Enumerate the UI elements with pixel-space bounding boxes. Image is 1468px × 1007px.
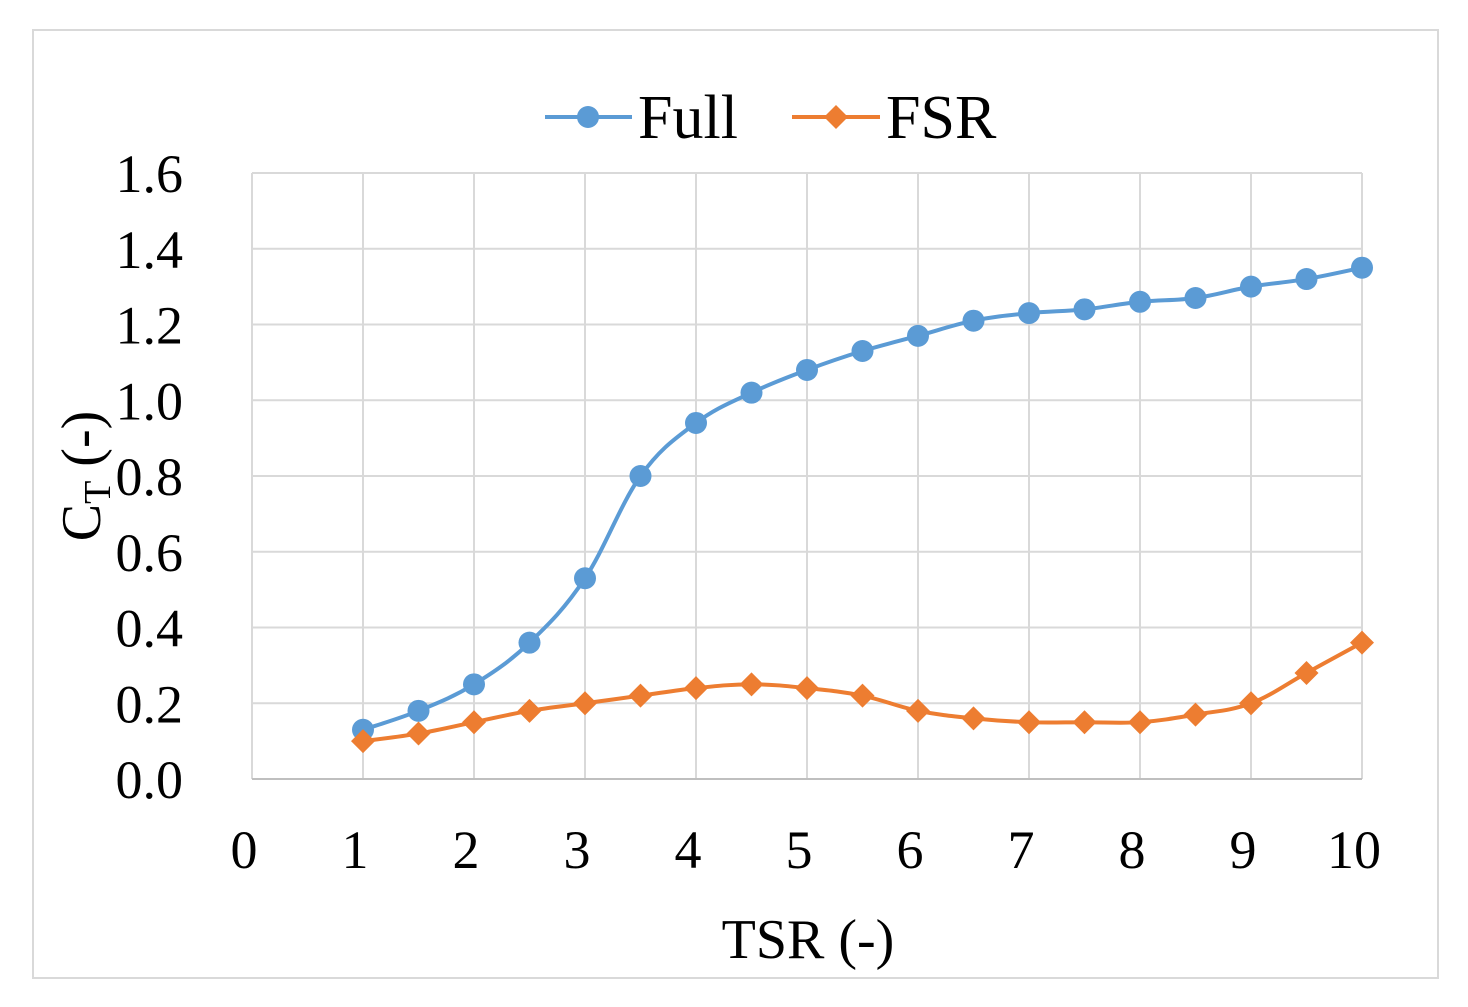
- legend-item-full: Full: [545, 84, 738, 152]
- x-tick-label: 2: [453, 820, 480, 880]
- data-point-fsr: [1017, 710, 1041, 735]
- tick-label-layer: 0.0 0.2 0.4 0.6 0.8 1.0 1.2 1.4 1.6 0 1 2 3 4 5 6 7 8 9 10: [116, 144, 1382, 880]
- data-point-fsr: [1239, 691, 1263, 716]
- data-point-fsr: [1072, 710, 1097, 735]
- data-point-full: [907, 324, 929, 347]
- x-tick-label: 4: [675, 820, 702, 880]
- grid-layer: [252, 172, 1363, 779]
- y-axis-title-suffix: (-): [51, 411, 113, 481]
- data-point-fsr: [850, 683, 875, 708]
- data-point-full: [1295, 268, 1318, 291]
- legend-item-fsr: FSR: [792, 84, 997, 152]
- data-point-fsr: [462, 710, 486, 735]
- data-point-full: [574, 567, 596, 590]
- data-point-fsr: [517, 698, 542, 723]
- data-point-fsr: [628, 683, 653, 708]
- series-layer: [351, 256, 1374, 754]
- data-point-fsr: [795, 676, 819, 701]
- data-point-fsr: [406, 721, 431, 746]
- data-point-full: [407, 699, 430, 722]
- x-axis-title: TSR (-): [722, 909, 895, 971]
- legend-label: FSR: [886, 84, 997, 152]
- y-tick-label: 1.0: [116, 371, 184, 431]
- data-point-full: [1240, 275, 1262, 298]
- data-point-full: [518, 631, 541, 654]
- y-tick-label: 0.4: [116, 599, 184, 659]
- x-tick-label: 6: [897, 820, 924, 880]
- data-point-fsr: [684, 676, 708, 701]
- data-point-fsr: [961, 706, 986, 731]
- data-point-full: [1018, 302, 1040, 325]
- y-tick-label: 0.6: [116, 523, 184, 583]
- chart-area-border: [32, 29, 1439, 979]
- axis-layer: [251, 173, 1362, 780]
- data-point-fsr: [351, 729, 375, 754]
- y-axis-title: CT (-): [51, 411, 119, 542]
- data-point-full: [629, 465, 652, 487]
- x-tick-label: 0: [231, 820, 258, 880]
- x-tick-label: 8: [1119, 820, 1146, 880]
- data-point-full: [1129, 290, 1151, 313]
- x-tick-label: 1: [342, 820, 369, 880]
- y-tick-label: 1.4: [116, 220, 184, 280]
- data-point-full: [1184, 286, 1207, 309]
- x-tick-label: 5: [786, 820, 813, 880]
- legend-marker: [577, 106, 599, 128]
- legend: Full FSR: [545, 84, 997, 152]
- legend-marker: [824, 105, 848, 129]
- y-axis-title-main: C: [51, 504, 113, 541]
- x-tick-label: 10: [1327, 820, 1381, 880]
- series-fsr: [351, 630, 1374, 754]
- y-tick-label: 0.8: [116, 447, 184, 507]
- data-point-full: [1351, 256, 1373, 279]
- data-point-full: [740, 381, 763, 404]
- data-point-fsr: [906, 698, 930, 723]
- x-tick-label: 3: [564, 820, 591, 880]
- data-point-full: [796, 358, 818, 381]
- y-axis-title-subscript: T: [77, 481, 119, 504]
- data-point-fsr: [573, 691, 597, 716]
- y-tick-label: 0.0: [116, 750, 184, 810]
- series-full: [352, 256, 1373, 741]
- x-tick-label: 9: [1230, 820, 1257, 880]
- data-point-fsr: [1128, 710, 1152, 735]
- legend-label: Full: [638, 84, 738, 152]
- y-tick-label: 1.2: [116, 296, 184, 356]
- data-point-full: [685, 411, 707, 434]
- y-tick-label: 1.6: [116, 144, 184, 204]
- data-point-full: [1073, 298, 1096, 321]
- data-point-fsr: [739, 672, 764, 697]
- data-point-full: [962, 309, 985, 332]
- y-tick-label: 0.2: [116, 674, 184, 734]
- data-point-full: [463, 673, 485, 696]
- x-tick-label: 7: [1008, 820, 1035, 880]
- data-point-fsr: [1183, 702, 1208, 727]
- data-point-fsr: [1350, 630, 1374, 655]
- data-point-full: [851, 340, 874, 363]
- data-point-fsr: [1294, 660, 1319, 685]
